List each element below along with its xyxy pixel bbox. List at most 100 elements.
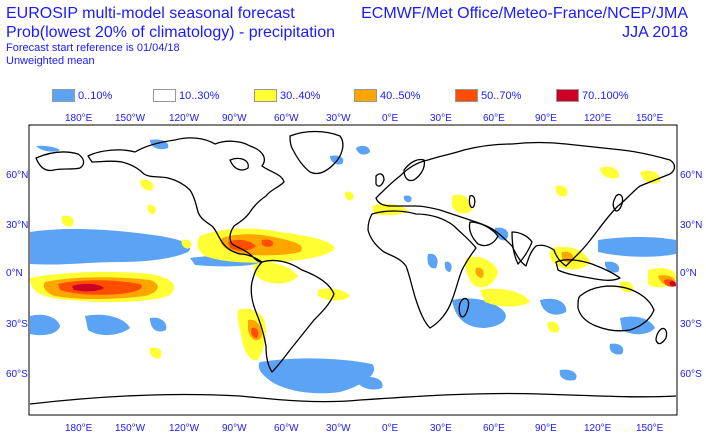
- coastlines: [29, 130, 677, 405]
- season-label: JJA 2018: [622, 24, 688, 41]
- yellow-alaska: [61, 215, 74, 227]
- legend-item-70-100: 70..100%: [556, 88, 628, 103]
- legend-item-10-30: 10..30%: [153, 88, 219, 103]
- india-coast: [511, 231, 533, 265]
- yellow-north-atlantic: [344, 191, 354, 201]
- blue-southern-ocean: [258, 358, 375, 394]
- antarctica-coast: [29, 392, 677, 405]
- japan-coast: [612, 193, 624, 212]
- blue-sub-antarctic: [355, 376, 383, 390]
- lon-top-90w: 90°W: [222, 113, 247, 124]
- blue-arctic-strip: [36, 145, 60, 152]
- darkred-date-line: [669, 281, 676, 287]
- lon-bottom-30w: 30°W: [326, 423, 351, 434]
- lon-top-150e: 150°E: [636, 113, 664, 124]
- arabia-coast: [468, 221, 499, 247]
- yellow-mid-pacific: [181, 239, 192, 249]
- lon-bottom-90e: 90°E: [535, 423, 557, 434]
- lat-left-30n: 30°N: [6, 220, 28, 231]
- new-zealand-coast: [655, 327, 668, 345]
- title-line2: Prob(lowest 20% of climatology) - precip…: [6, 24, 336, 41]
- legend-swatch-50-70: [455, 89, 478, 102]
- australia-coast: [577, 285, 655, 332]
- lon-bottom-30e: 30°E: [430, 423, 452, 434]
- legend-swatch-10-30: [153, 89, 176, 102]
- yellow-indian-ocean: [480, 288, 530, 307]
- alaska-coast: [35, 151, 85, 172]
- yellow-north-america: [140, 179, 154, 191]
- lon-top-60w: 60°W: [274, 113, 299, 124]
- blue-tasman: [609, 343, 624, 355]
- lon-top-90e: 90°E: [535, 113, 557, 124]
- latitude-labels-right: 60°N 30°N 0°N 30°S 60°S: [680, 170, 702, 380]
- lon-top-120e: 120°E: [584, 113, 612, 124]
- scandinavia-coast: [403, 158, 426, 182]
- legend-label-30-40: 30..40%: [280, 89, 321, 102]
- blue-indian-ocean-south: [452, 298, 506, 328]
- yellow-pacific-nw: [147, 204, 156, 214]
- legend-item-50-70: 50..70%: [455, 88, 521, 103]
- blue-greenland: [330, 155, 344, 165]
- legend-swatch-70-100: [556, 89, 579, 102]
- legend-item-0-10: 0..10%: [52, 88, 112, 103]
- blue-africa-east: [444, 261, 452, 272]
- legend: 0..10% 10..30% 30..40% 40..50% 50..70% 7…: [0, 88, 706, 104]
- eurasia-coast: [375, 141, 676, 267]
- legend-item-30-40: 30..40%: [254, 88, 320, 103]
- yellow-black-sea: [452, 194, 472, 214]
- madagascar-coast: [458, 297, 470, 318]
- blue-pacific-band-north: [30, 229, 191, 265]
- darkred-tropical-pacific: [72, 283, 104, 292]
- redorange-south-america: [251, 327, 259, 338]
- orange-arabian: [475, 267, 484, 278]
- yellow-south-indian: [547, 321, 560, 333]
- uk-coast: [375, 173, 385, 187]
- caspian-sea: [468, 194, 476, 209]
- hudson-bay: [229, 157, 249, 171]
- blue-east-pacific-south: [559, 369, 577, 381]
- lon-bottom-150e: 150°E: [636, 423, 664, 434]
- legend-swatch-0-10: [52, 89, 75, 102]
- lon-top-30e: 30°E: [430, 113, 452, 124]
- header-right: ECMWF/Met Office/Meteo-France/NCEP/JMA J…: [361, 4, 688, 42]
- legend-swatch-30-40: [254, 89, 277, 102]
- legend-swatch-40-50: [354, 89, 377, 102]
- lat-right-0n: 0°N: [680, 268, 697, 279]
- legend-item-40-50: 40..50%: [354, 88, 420, 103]
- blue-west-pacific-north: [598, 237, 676, 257]
- lon-bottom-60e: 60°E: [483, 423, 505, 434]
- lat-left-0n: 0°N: [6, 268, 23, 279]
- legend-label-10-30: 10..30%: [179, 89, 220, 102]
- start-reference: Forecast start reference is 01/04/18: [6, 42, 180, 54]
- blue-west-pacific-eq: [604, 261, 620, 273]
- lat-right-30s: 30°S: [680, 319, 702, 330]
- blue-south-pacific-west: [30, 314, 60, 336]
- header-left: EUROSIP multi-model seasonal forecast Pr…: [6, 4, 335, 68]
- blue-horn-africa: [494, 227, 509, 241]
- longitude-labels-bottom: 180°E 150°W 120°W 90°W 60°W 30°W 0°E 30°…: [65, 423, 664, 434]
- lat-right-60s: 60°S: [680, 369, 702, 380]
- lat-left-30s: 30°S: [6, 319, 28, 330]
- blue-south-pacific-mid: [85, 314, 130, 336]
- lon-bottom-0e: 0°E: [382, 423, 399, 434]
- blue-europe: [403, 195, 412, 203]
- weighting-note: Unweighted mean: [6, 55, 95, 67]
- blue-indian-ocean-east: [540, 298, 567, 315]
- blue-africa-west: [427, 253, 438, 269]
- lon-bottom-90w: 90°W: [222, 423, 247, 434]
- lon-top-120w: 120°W: [169, 113, 200, 124]
- lon-bottom-120e: 120°E: [584, 423, 612, 434]
- lon-bottom-180e: 180°E: [65, 423, 93, 434]
- redorange-central-america: [228, 239, 256, 251]
- legend-label-70-100: 70..100%: [582, 89, 629, 102]
- yellow-siberia: [600, 166, 619, 179]
- legend-label-40-50: 40..50%: [380, 89, 421, 102]
- yellow-east-asia: [555, 185, 568, 197]
- title-line1: EUROSIP multi-model seasonal forecast: [6, 5, 295, 22]
- centres-label: ECMWF/Met Office/Meteo-France/NCEP/JMA: [361, 5, 688, 22]
- lon-top-30w: 30°W: [326, 113, 351, 124]
- south-america-coast: [250, 259, 335, 373]
- africa-coast: [367, 210, 477, 329]
- latitude-labels-left: 60°N 30°N 0°N 30°S 60°S: [6, 170, 28, 380]
